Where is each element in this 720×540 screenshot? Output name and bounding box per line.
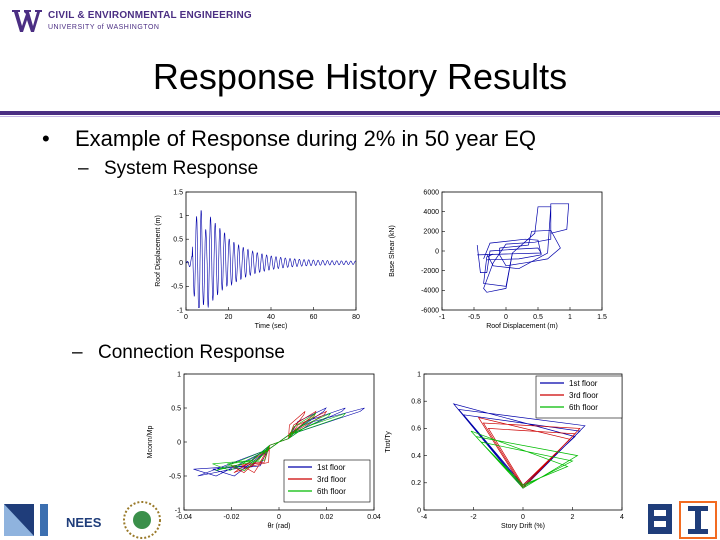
base-shear-loop (483, 238, 542, 261)
x-tick-label: 1.5 (597, 314, 607, 321)
x-tick-label: 20 (225, 314, 233, 321)
x-tick-label: 4 (620, 514, 624, 521)
y-tick-label: 1 (417, 371, 421, 378)
y-tick-label: 4000 (423, 209, 439, 216)
nees-triangle-icon (4, 504, 34, 536)
y-axis-label: Roof Displacement (m) (155, 215, 162, 287)
x-axis-label: Roof Displacement (m) (486, 323, 558, 330)
bullet-marker: • (42, 126, 50, 151)
base-shear-loop (483, 203, 570, 293)
seal-icon (123, 501, 161, 539)
y-tick-label: 0 (417, 507, 421, 514)
y-tick-label: -2000 (421, 268, 439, 275)
sub-bullet-marker: – (72, 342, 83, 363)
plot-frame (441, 191, 603, 311)
legend-entry: 1st floor (317, 463, 346, 472)
slide-title: Response History Results (152, 56, 568, 97)
department-name: CIVIL & ENVIRONMENTAL ENGINEERING (48, 10, 252, 21)
x-tick-label: 1 (568, 314, 572, 321)
drift-series-6th-floor (470, 430, 579, 489)
y-tick-label: 1.5 (173, 189, 183, 196)
y-tick-label: 1 (177, 371, 181, 378)
y-tick-label: -0.5 (169, 473, 181, 480)
y-tick-label: -0.5 (171, 284, 183, 291)
y-tick-label: 0.2 (411, 480, 421, 487)
y-tick-label: -1 (175, 507, 181, 514)
x-tick-label: 80 (352, 314, 360, 321)
y-tick-label: 0.5 (173, 237, 183, 244)
sub-bullet-marker: – (78, 158, 89, 179)
x-tick-label: -0.02 (224, 514, 240, 521)
title-divider-shadow (0, 116, 720, 117)
x-tick-label: -0.5 (468, 314, 480, 321)
y-tick-label: 2000 (423, 229, 439, 236)
connection-moment-chart: -0.04 -0.02 0 0.02 0.04 1 0.5 0 -0.5 -1 θr (rad) Mc… (147, 371, 381, 530)
y-tick-label: 0 (177, 439, 181, 446)
illinois-logo-icon (679, 501, 717, 539)
y-axis-label: Base Shear (kN) (389, 225, 396, 277)
sub-bullet-system: System Response (104, 158, 259, 179)
connection-series-3rd-floor (230, 410, 328, 474)
sub-bullet-connection: Connection Response (98, 342, 285, 363)
drift-series-3rd-floor (477, 416, 581, 489)
y-axis-label: Ttot/Ty (385, 431, 392, 453)
y-tick-label: 0 (179, 260, 183, 267)
y-tick-label: 0.8 (411, 399, 421, 406)
title-divider (0, 111, 720, 115)
base-shear-chart: -1 -0.5 0 0.5 1 1.5 6000 4000 2000 0 -2000 -4000 -60… (389, 189, 607, 330)
x-tick-label: 0 (277, 514, 281, 521)
connection-series-6th-floor (212, 412, 346, 471)
x-tick-label: 0.5 (533, 314, 543, 321)
x-tick-label: 0.02 (320, 514, 334, 521)
bullet-main: Example of Response during 2% in 50 year… (75, 126, 537, 151)
footer-logos: NEES (4, 501, 717, 539)
roof-displacement-chart: 0 20 40 60 80 1.5 1 0.5 0 -0.5 -1 Time (sec) Roof Di… (155, 189, 360, 330)
roof-displacement-series (185, 210, 357, 308)
drift-series-1st-floor (452, 403, 586, 489)
nees-label: NEES (66, 515, 102, 530)
y-tick-label: 0.6 (411, 426, 421, 433)
x-tick-label: 40 (267, 314, 275, 321)
x-axis-label: θr (rad) (268, 523, 291, 530)
y-tick-label: -4000 (421, 288, 439, 295)
x-tick-label: -1 (439, 314, 445, 321)
university-name: UNIVERSITY of WASHINGTON (48, 24, 160, 31)
story-drift-chart: -4 -2 0 2 4 1 0.8 0.6 0.4 0.2 0 Story Drift (%) Ttot… (385, 371, 624, 530)
base-shear-loop (476, 245, 542, 273)
x-axis-label: Time (sec) (255, 323, 288, 330)
y-axis-label: Mconn/Mp (147, 426, 154, 459)
legend-entry: 6th floor (317, 487, 346, 496)
y-tick-label: 6000 (423, 189, 439, 196)
x-tick-label: -2 (470, 514, 476, 521)
x-tick-label: -0.04 (176, 514, 192, 521)
y-tick-label: 1 (179, 213, 183, 220)
x-tick-label: -4 (421, 514, 427, 521)
x-tick-label: 0 (504, 314, 508, 321)
legend-entry: 6th floor (569, 403, 598, 412)
y-tick-label: 0 (435, 248, 439, 255)
y-tick-label: 0.4 (411, 453, 421, 460)
y-tick-label: 0.5 (171, 405, 181, 412)
legend-entry: 3rd floor (317, 475, 347, 484)
base-shear-loop (483, 206, 552, 287)
legend-entry: 1st floor (569, 379, 598, 388)
y-tick-label: -1 (177, 307, 183, 314)
x-tick-label: 0.04 (367, 514, 381, 521)
x-tick-label: 60 (310, 314, 318, 321)
x-tick-label: 0 (184, 314, 188, 321)
x-axis-label: Story Drift (%) (501, 523, 545, 530)
legend-entry: 3rd floor (569, 391, 599, 400)
x-tick-label: 0 (521, 514, 525, 521)
uw-w-logo-icon (12, 10, 42, 32)
y-tick-label: -6000 (421, 307, 439, 314)
x-tick-label: 2 (571, 514, 575, 521)
nees-wave-icon (40, 504, 48, 536)
reclamation-logo-icon (648, 504, 672, 534)
base-shear-loop (499, 229, 561, 267)
